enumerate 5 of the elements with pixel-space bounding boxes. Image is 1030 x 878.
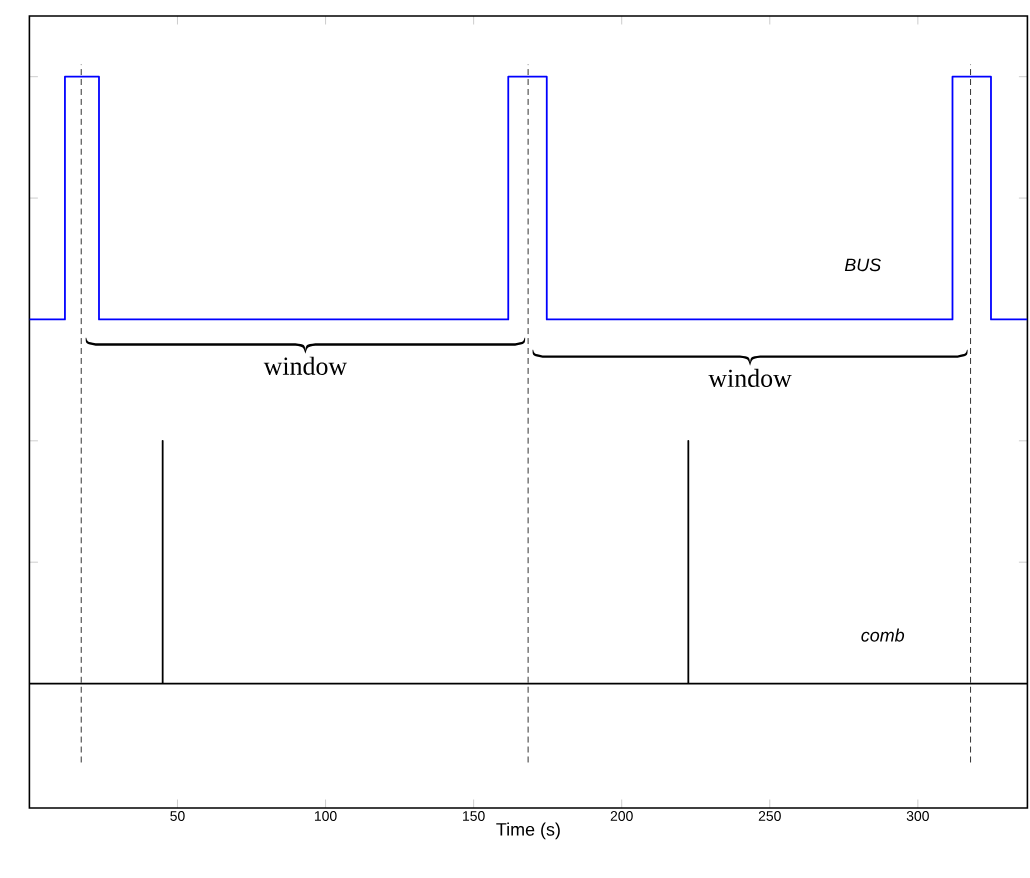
annotation: window bbox=[708, 368, 792, 388]
text: BUS bbox=[844, 258, 881, 272]
x-axis-title: Time (s) bbox=[496, 822, 560, 840]
annotation: window bbox=[263, 356, 348, 375]
text: comb bbox=[861, 628, 905, 642]
